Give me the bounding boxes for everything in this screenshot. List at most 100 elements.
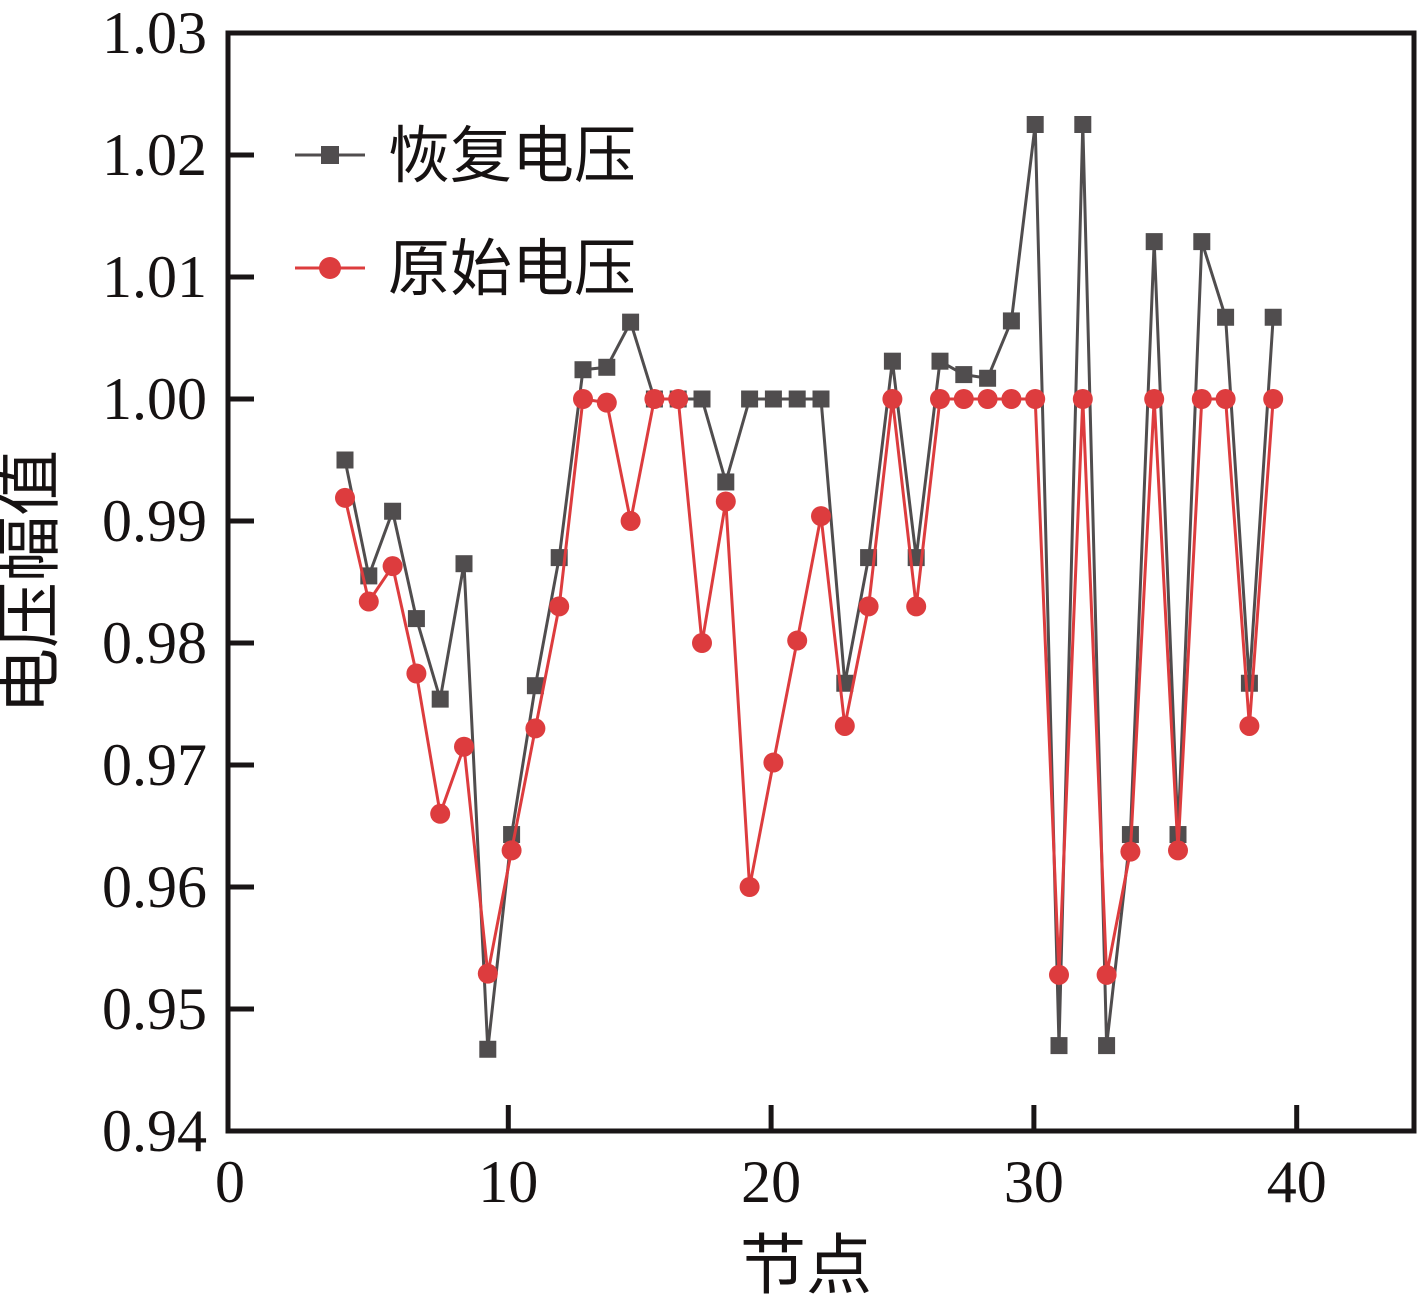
y-tick-label: 1.03 [102, 0, 207, 66]
plot-frame [225, 30, 1417, 1134]
y-tick-label: 1.01 [102, 244, 207, 310]
y-axis-tick-labels: 1.03 1.02 1.01 1.00 0.99 0.98 0.97 0.96 0.95 0.94 [102, 0, 207, 1164]
original-point [811, 506, 831, 527]
original-point [454, 736, 474, 757]
y-tick-label: 0.99 [102, 488, 207, 554]
recovery-point [479, 1040, 497, 1058]
recovery-point [622, 313, 640, 331]
y-tick-label: 0.95 [102, 976, 207, 1042]
recovery-point [407, 610, 425, 628]
original-point [787, 630, 808, 651]
y-tick-label: 1.00 [102, 366, 207, 432]
recovery-point [788, 390, 806, 408]
original-point [1239, 715, 1260, 736]
original-point [977, 389, 998, 409]
original-point [1168, 840, 1188, 861]
square-icon [321, 146, 339, 164]
original-point [525, 718, 546, 739]
original-point [335, 487, 355, 508]
recovery-point [455, 555, 473, 573]
series-original-voltage [335, 389, 1284, 985]
recovery-point [526, 677, 544, 695]
original-point [715, 491, 736, 512]
y-tick-label: 0.98 [102, 610, 207, 676]
original-point [1120, 841, 1141, 862]
recovery-point [1193, 233, 1211, 251]
recovery-point [883, 352, 901, 370]
original-point [573, 389, 593, 409]
y-axis-title: 电压幅值 [0, 450, 67, 714]
x-axis-title: 节点 [740, 1230, 872, 1303]
original-point [1191, 389, 1212, 409]
recovery-point [1026, 116, 1044, 133]
original-point [382, 556, 403, 577]
recovery-point [574, 361, 592, 379]
original-point [549, 596, 570, 617]
original-point [930, 389, 950, 409]
y-tick-label: 0.94 [102, 1098, 207, 1164]
recovery-point [1264, 308, 1282, 326]
x-tick-label: 10 [478, 1149, 538, 1215]
y-axis-ticks [228, 152, 254, 1012]
original-point [739, 877, 760, 897]
legend-item: 原始电压 [295, 236, 636, 304]
recovery-point [1145, 233, 1163, 251]
original-point [1025, 389, 1046, 409]
original-point [763, 752, 784, 773]
original-point [1001, 389, 1022, 409]
original-point [406, 663, 427, 684]
recovery-point [955, 366, 973, 384]
original-point [1263, 389, 1284, 409]
recovery-point [979, 369, 997, 387]
x-tick-label: 40 [1267, 1149, 1327, 1215]
original-point [477, 963, 498, 984]
x-axis-tick-labels: 0 10 20 30 40 [215, 1149, 1327, 1215]
original-point [834, 715, 855, 736]
recovery-point [1240, 674, 1258, 692]
original-point-line [343, 397, 1275, 976]
y-tick-label: 0.97 [102, 732, 207, 798]
recovery-point [741, 390, 759, 408]
recovery-point [598, 358, 616, 376]
legend-label: 原始电压 [388, 236, 636, 304]
original-point [1144, 389, 1165, 409]
circle-icon [319, 257, 341, 279]
original-point [1049, 964, 1069, 985]
recovery-point [1098, 1037, 1116, 1055]
original-point [882, 389, 903, 409]
recovery-point [1074, 116, 1092, 133]
original-point [620, 511, 641, 531]
original-point [1072, 389, 1093, 409]
recovery-point [812, 390, 830, 408]
x-tick-label: 30 [1004, 1149, 1064, 1215]
original-point [953, 389, 974, 409]
x-axis-ticks [505, 1105, 1300, 1131]
y-tick-label: 0.96 [102, 854, 207, 920]
recovery-point [717, 473, 735, 491]
recovery-point [336, 451, 354, 469]
recovery-point [384, 502, 402, 520]
recovery-point [431, 690, 449, 708]
recovery-point-line [343, 124, 1275, 1050]
original-point [668, 389, 689, 409]
x-tick-label: 0 [215, 1149, 245, 1215]
original-point [1096, 964, 1117, 985]
recovery-point [1002, 312, 1020, 330]
original-point [430, 803, 451, 824]
original-point [1215, 389, 1236, 409]
x-tick-label: 20 [741, 1149, 801, 1215]
original-point [358, 591, 379, 612]
original-point [906, 596, 927, 617]
original-point [596, 392, 617, 413]
legend-item: 恢复电压 [295, 123, 636, 191]
legend-label: 恢复电压 [388, 123, 636, 191]
original-point [644, 389, 665, 409]
recovery-point [764, 390, 782, 408]
recovery-point [1217, 308, 1235, 326]
recovery-point [1050, 1037, 1068, 1055]
original-point [501, 840, 522, 861]
original-point [858, 596, 879, 617]
